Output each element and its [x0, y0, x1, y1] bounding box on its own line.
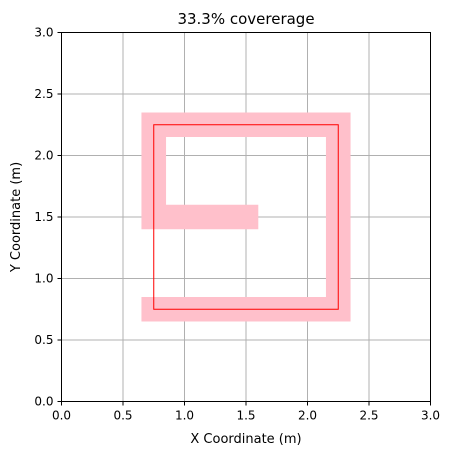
- x-tick-label: 0.0: [52, 409, 71, 423]
- x-axis-label: X Coordinate (m): [190, 432, 301, 447]
- y-axis-label: Y Coordinate (m): [9, 162, 24, 273]
- x-tick-label: 1.5: [236, 409, 255, 423]
- y-tick-label: 0.5: [34, 333, 53, 347]
- y-axis-ticks: 0.0 0.5 1.0 1.5 2.0 2.5 3.0: [34, 26, 62, 409]
- x-axis-ticks: 0.0 0.5 1.0 1.5 2.0 2.5 3.0: [52, 401, 440, 423]
- y-tick-label: 0.0: [34, 395, 53, 409]
- boundary-outline: [153, 124, 339, 310]
- x-tick-label: 2.0: [298, 409, 317, 423]
- y-tick-label: 1.0: [34, 272, 53, 286]
- x-tick-label: 2.5: [359, 409, 378, 423]
- x-tick-label: 0.5: [113, 409, 132, 423]
- x-tick-label: 1.0: [175, 409, 194, 423]
- y-tick-label: 2.0: [34, 149, 53, 163]
- chart-title: 33.3% covererage: [177, 10, 314, 28]
- boundary-rectangle: [153, 124, 339, 310]
- y-tick-label: 3.0: [34, 26, 53, 40]
- y-tick-label: 1.5: [34, 210, 53, 224]
- x-tick-label: 3.0: [421, 409, 440, 423]
- y-tick-label: 2.5: [34, 87, 53, 101]
